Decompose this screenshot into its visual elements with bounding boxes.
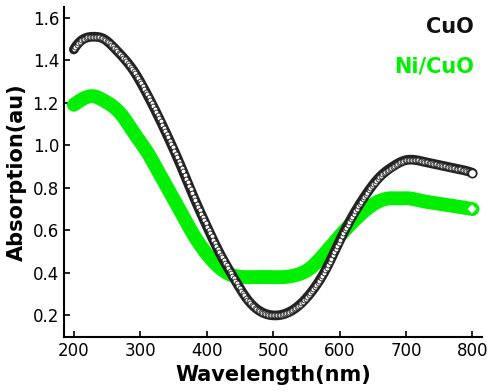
X-axis label: Wavelength(nm): Wavelength(nm) — [175, 365, 371, 385]
Text: CuO: CuO — [427, 17, 474, 37]
Text: Ni/CuO: Ni/CuO — [394, 56, 474, 76]
Y-axis label: Absorption(au): Absorption(au) — [7, 83, 27, 261]
